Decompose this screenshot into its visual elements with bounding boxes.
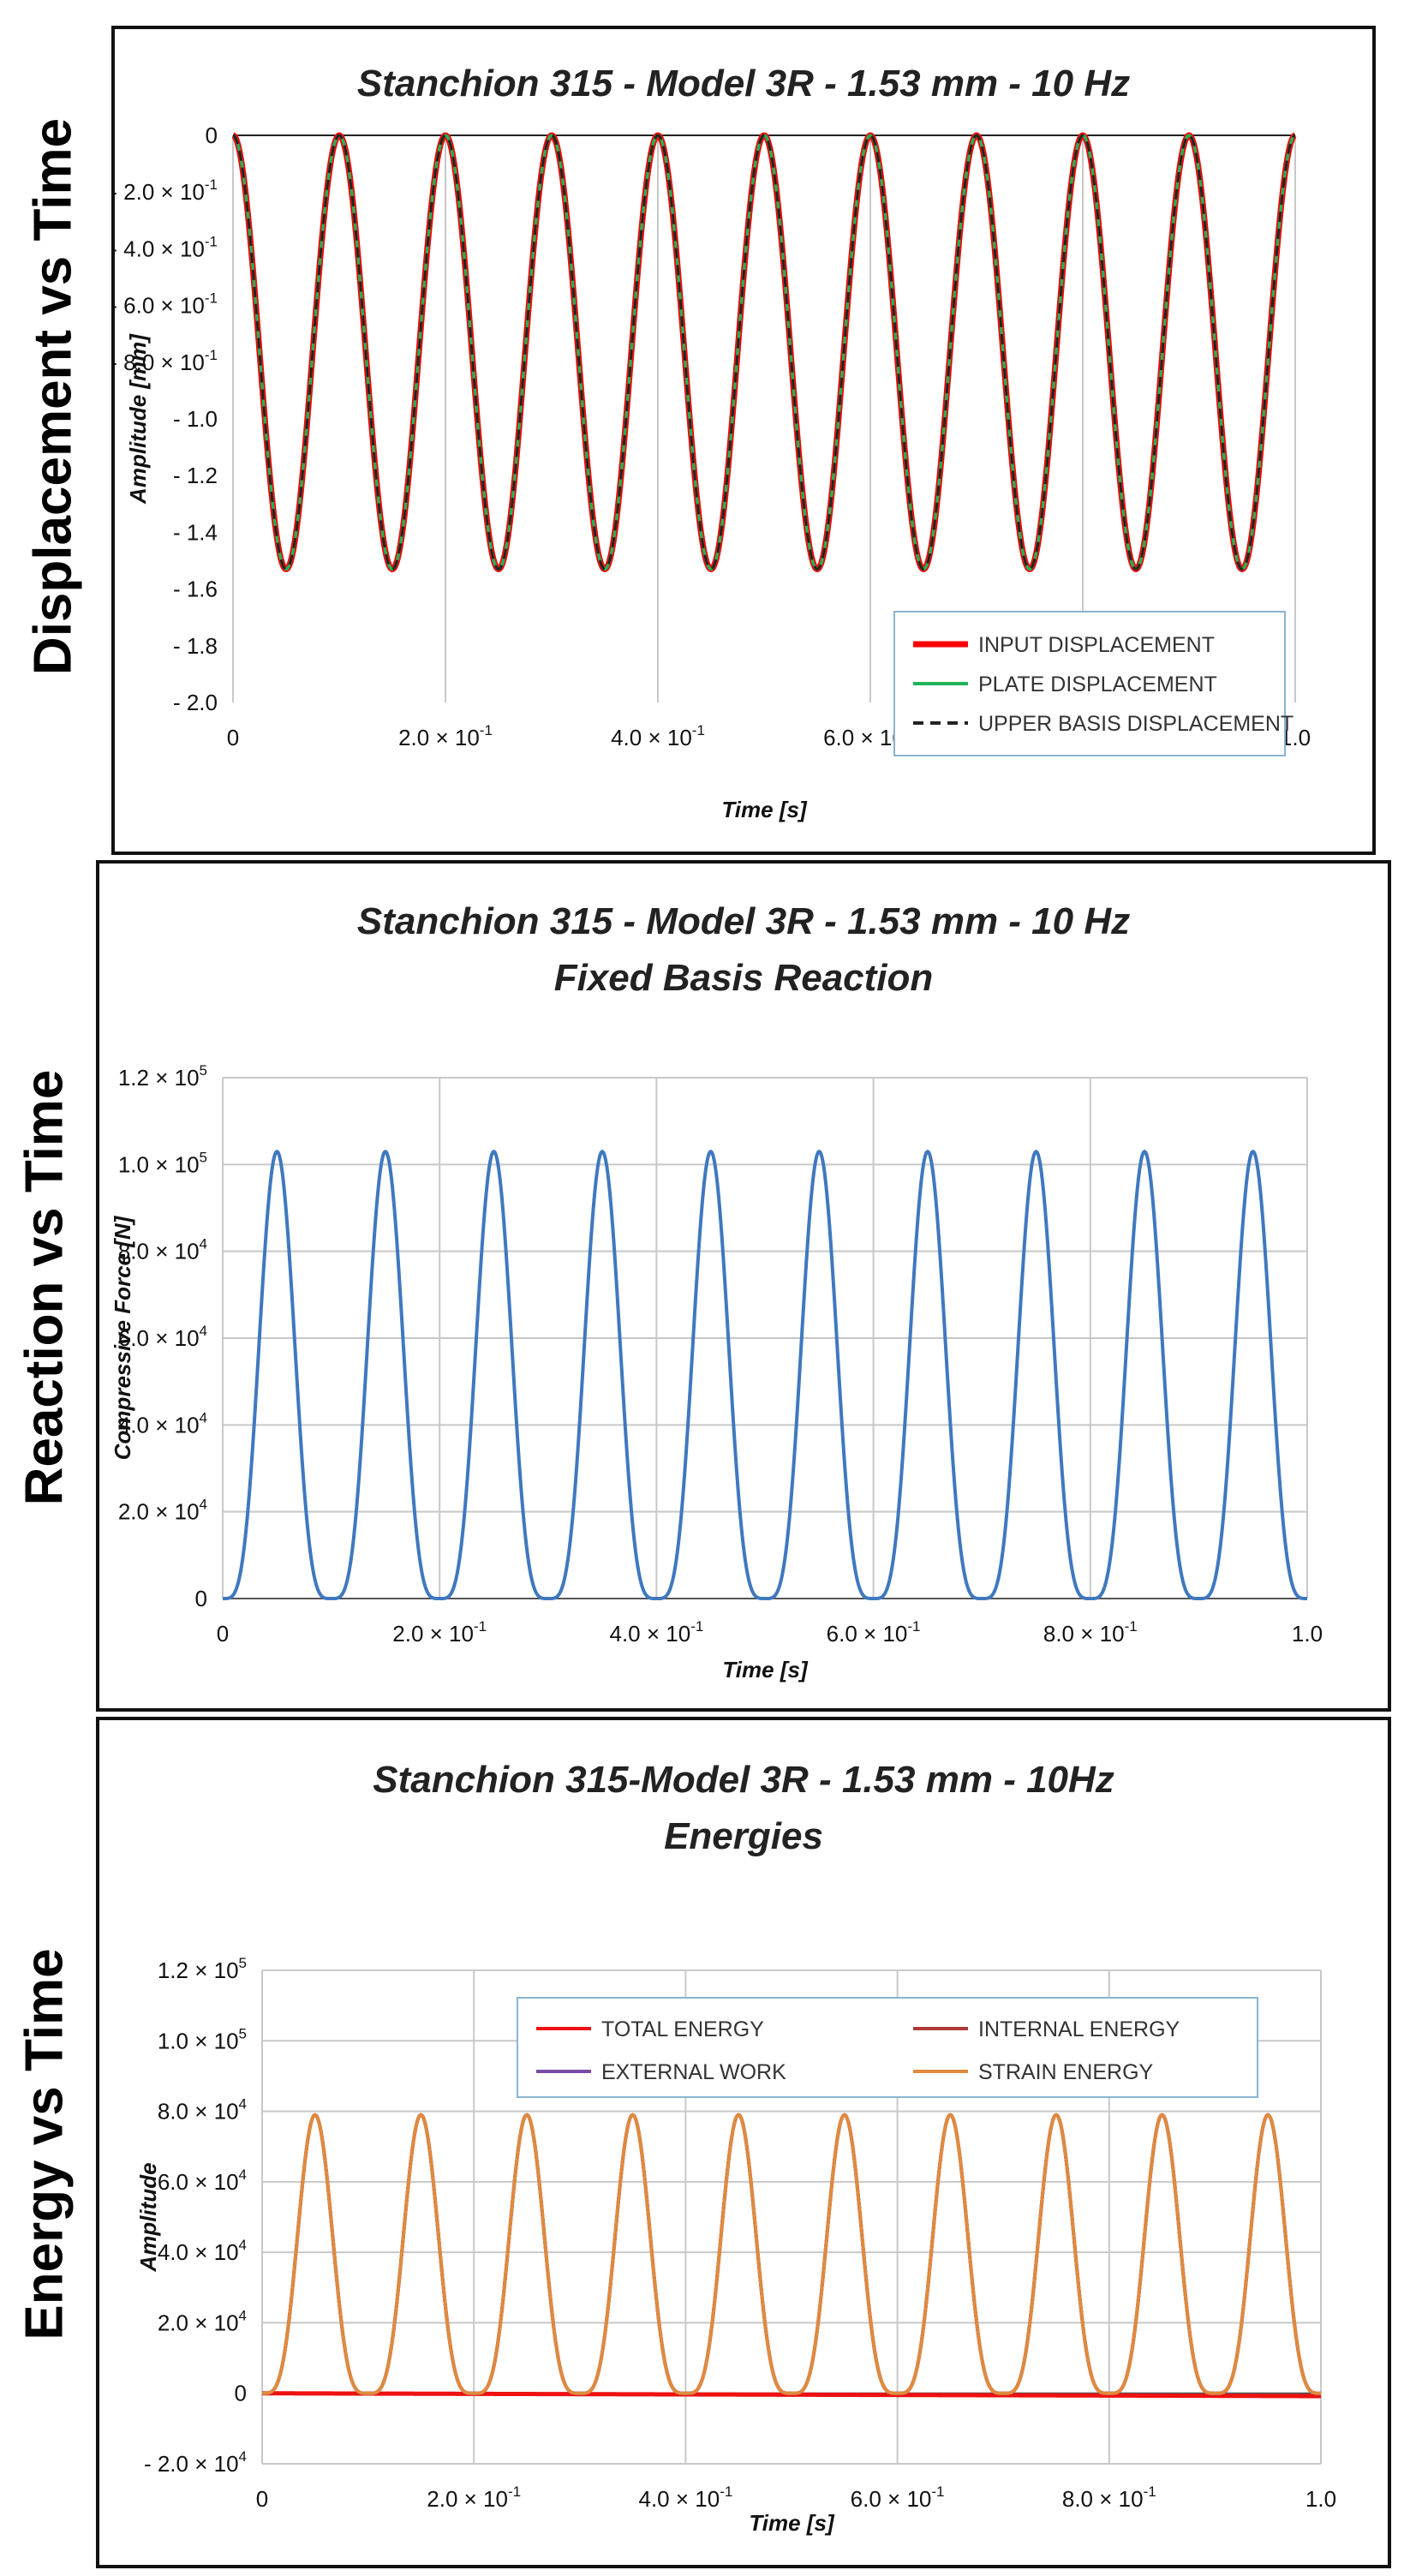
x-axis-label: Time [s] bbox=[721, 797, 808, 822]
y-tick-label: 0 bbox=[195, 1586, 207, 1611]
chart-title: Stanchion 315 - Model 3R - 1.53 mm - 10 … bbox=[357, 900, 1130, 942]
x-tick-label: 0 bbox=[256, 2486, 268, 2512]
side-label-reaction: Reaction vs Time bbox=[15, 1069, 75, 1506]
y-tick-label: 6.0 × 104 bbox=[158, 2167, 247, 2195]
y-tick-label: - 2.0 × 10-1 bbox=[115, 176, 218, 205]
x-tick-label: 1.0 bbox=[1305, 2486, 1336, 2512]
x-tick-label: 2.0 × 10-1 bbox=[427, 2483, 521, 2512]
y-tick-label: 2.0 × 104 bbox=[158, 2307, 247, 2335]
y-tick-label: - 2.0 bbox=[173, 690, 218, 715]
y-axis-label: Amplitude [mm] bbox=[125, 333, 151, 505]
tick-labels: 0 2.0 × 104 4.0 × 104 6.0 × 104 8.0 × 104 1.0… bbox=[118, 1062, 1323, 1647]
y-axis-label: Compressive Force [N] bbox=[110, 1215, 135, 1460]
series-line-external-work bbox=[261, 2113, 1322, 2395]
legend: TOTAL ENERGY INTERNAL ENERGY EXTERNAL WORK… bbox=[517, 1997, 1258, 2098]
y-tick-label: 1.2 × 105 bbox=[158, 1955, 247, 1983]
reaction-panel: Stanchion 315 - Model 3R - 1.53 mm - 10 … bbox=[96, 860, 1391, 1712]
tick-labels: - 2.0 × 104 0 2.0 × 104 4.0 × 104 6.0 × 104 8… bbox=[144, 1955, 1336, 2512]
x-tick-label: 1.0 bbox=[1292, 1621, 1323, 1647]
series-line-plate-displacement bbox=[232, 134, 1296, 571]
displacement-panel: Stanchion 315 - Model 3R - 1.53 mm - 10 … bbox=[111, 26, 1376, 855]
y-tick-label: - 1.6 bbox=[173, 577, 218, 602]
chart-subtitle: Energies bbox=[664, 1815, 823, 1857]
x-tick-label: 2.0 × 10-1 bbox=[392, 1618, 487, 1647]
x-tick-label: 4.0 × 10-1 bbox=[611, 722, 705, 750]
series-line-fixed-basis-reaction bbox=[222, 1150, 1308, 1600]
series-line-upper-basis-displacement bbox=[232, 134, 1296, 571]
y-tick-label: 8.0 × 104 bbox=[158, 2096, 247, 2125]
side-label-displacement: Displacement vs Time bbox=[23, 117, 83, 676]
legend: INPUT DISPLACEMENT PLATE DISPLACEMENT UPPE… bbox=[893, 611, 1293, 756]
grid bbox=[232, 135, 1296, 702]
y-tick-label: 2.0 × 104 bbox=[118, 1497, 207, 1525]
legend-entry: PLATE DISPLACEMENT bbox=[978, 672, 1217, 696]
x-tick-label: 4.0 × 10-1 bbox=[638, 2483, 732, 2512]
y-tick-label: 1.2 × 105 bbox=[118, 1062, 207, 1091]
legend-entry: TOTAL ENERGY bbox=[601, 2017, 764, 2041]
x-tick-label: 8.0 × 10-1 bbox=[1043, 1618, 1138, 1647]
grid bbox=[222, 1077, 1308, 1599]
y-tick-label: 1.0 × 105 bbox=[158, 2025, 247, 2053]
tick-labels: 0 - 2.0 × 10-1 - 4.0 × 10-1 - 6.0 × 10-1 - 8… bbox=[115, 123, 1311, 750]
x-tick-label: 2.0 × 10-1 bbox=[398, 722, 493, 750]
x-axis-label: Time [s] bbox=[749, 2510, 835, 2536]
y-tick-label: 4.0 × 104 bbox=[158, 2237, 247, 2265]
legend-entry: INTERNAL ENERGY bbox=[978, 2017, 1180, 2041]
displacement-chart: Stanchion 315 - Model 3R - 1.53 mm - 10 … bbox=[115, 63, 1311, 822]
legend-box bbox=[517, 1997, 1258, 2098]
x-axis-label: Time [s] bbox=[722, 1657, 809, 1682]
x-tick-label: 0 bbox=[217, 1621, 229, 1647]
chart-subtitle: Fixed Basis Reaction bbox=[554, 957, 934, 999]
x-tick-label: 4.0 × 10-1 bbox=[609, 1618, 703, 1647]
energy-chart: Stanchion 315-Model 3R - 1.53 mm - 10Hz E… bbox=[135, 1759, 1336, 2536]
y-tick-label: 8.0 × 104 bbox=[118, 1236, 207, 1264]
y-tick-label: - 1.4 bbox=[173, 519, 218, 545]
y-tick-label: 6.0 × 104 bbox=[118, 1323, 207, 1351]
x-tick-label: 6.0 × 10-1 bbox=[851, 2483, 945, 2512]
y-axis-label: Amplitude bbox=[135, 2162, 161, 2272]
legend-entry: UPPER BASIS DISPLACEMENT bbox=[978, 712, 1293, 736]
legend-entry: EXTERNAL WORK bbox=[601, 2060, 786, 2084]
chart-title: Stanchion 315 - Model 3R - 1.53 mm - 10 … bbox=[357, 63, 1130, 105]
y-tick-label: - 1.8 bbox=[173, 633, 218, 659]
y-tick-label: - 2.0 × 104 bbox=[144, 2448, 247, 2477]
legend-entry: INPUT DISPLACEMENT bbox=[978, 633, 1215, 657]
side-label-energy: Energy vs Time bbox=[15, 1948, 75, 2340]
y-tick-label: - 1.0 bbox=[173, 406, 218, 432]
x-tick-label: 6.0 × 10-1 bbox=[827, 1618, 921, 1647]
y-tick-label: 4.0 × 104 bbox=[118, 1409, 207, 1437]
legend-entry: STRAIN ENERGY bbox=[978, 2060, 1154, 2084]
y-tick-label: 0 bbox=[206, 123, 218, 148]
reaction-chart: Stanchion 315 - Model 3R - 1.53 mm - 10 … bbox=[110, 900, 1323, 1682]
y-tick-label: - 1.2 bbox=[173, 463, 218, 488]
x-tick-label: 0 bbox=[227, 725, 239, 750]
x-tick-label: 8.0 × 10-1 bbox=[1062, 2483, 1156, 2512]
series-line-input-displacement bbox=[230, 132, 1298, 572]
series-line-internal-energy bbox=[261, 2113, 1322, 2395]
y-tick-label: 0 bbox=[235, 2381, 247, 2406]
y-tick-label: - 4.0 × 10-1 bbox=[115, 233, 218, 261]
energy-panel: Stanchion 315-Model 3R - 1.53 mm - 10Hz E… bbox=[96, 1717, 1391, 2568]
y-tick-label: 1.0 × 105 bbox=[118, 1149, 207, 1177]
series-line-strain-energy bbox=[261, 2113, 1322, 2395]
chart-title: Stanchion 315-Model 3R - 1.53 mm - 10Hz bbox=[373, 1759, 1114, 1801]
y-tick-label: - 6.0 × 10-1 bbox=[115, 290, 218, 319]
y-tick-label: - 8.0 × 10-1 bbox=[115, 347, 218, 375]
